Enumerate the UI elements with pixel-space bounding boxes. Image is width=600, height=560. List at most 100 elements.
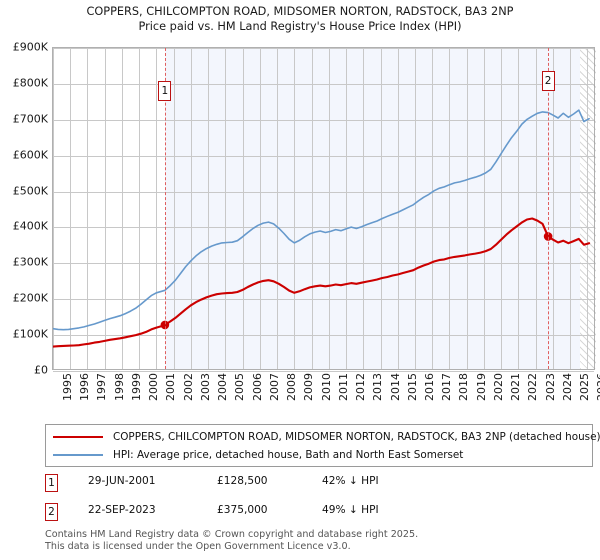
y-axis-tick-label: £900K xyxy=(12,40,48,54)
x-axis-tick-label: 2009 xyxy=(302,373,316,401)
transaction-row[interactable]: 1 29-JUN-2001 £128,500 42% ↓ HPI xyxy=(45,474,593,495)
x-axis-tick-label: 1996 xyxy=(78,373,92,401)
footer-line-1: Contains HM Land Registry data © Crown c… xyxy=(45,529,419,540)
x-axis-tick-label: 2002 xyxy=(181,373,195,401)
gridline-vertical xyxy=(174,48,175,369)
y-axis-tick-label: £700K xyxy=(12,112,48,126)
x-axis-tick-label: 2014 xyxy=(388,373,402,401)
gridline-horizontal xyxy=(53,120,594,121)
x-axis-tick-label: 2021 xyxy=(509,373,523,401)
x-axis-tick-label: 1995 xyxy=(61,373,74,401)
y-axis-tick-label: £200K xyxy=(12,291,48,305)
x-axis-tick-label: 2022 xyxy=(526,373,540,401)
gridline-vertical xyxy=(70,48,71,369)
gridline-horizontal xyxy=(53,335,594,336)
transaction-date: 22-SEP-2023 xyxy=(88,504,156,516)
y-axis-tick-label: £500K xyxy=(12,184,48,198)
gridline-vertical xyxy=(587,48,588,369)
x-axis-tick-label: 2006 xyxy=(250,373,264,401)
legend-swatch-hpi xyxy=(53,454,103,456)
gridline-horizontal xyxy=(53,299,594,300)
annotation-vertical-line xyxy=(164,48,166,369)
x-axis-tick-label: 2026 xyxy=(595,373,600,401)
transaction-hpi-delta: 49% ↓ HPI xyxy=(322,504,379,516)
x-axis-tick-label: 2000 xyxy=(147,373,161,401)
gridline-vertical xyxy=(225,48,226,369)
chart-legend: COPPERS, CHILCOMPTON ROAD, MIDSOMER NORT… xyxy=(45,424,600,467)
gridline-vertical xyxy=(329,48,330,369)
legend-item-1: HPI: Average price, detached house, Bath… xyxy=(53,446,463,464)
transaction-hpi-delta: 42% ↓ HPI xyxy=(322,475,379,487)
x-axis-tick-label: 1999 xyxy=(129,373,143,401)
series-lines xyxy=(53,109,591,348)
gridline-vertical xyxy=(467,48,468,369)
gridline-vertical xyxy=(294,48,295,369)
x-axis-tick-label: 2018 xyxy=(457,373,471,401)
gridline-vertical xyxy=(553,48,554,369)
x-axis-tick-label: 2020 xyxy=(491,373,505,401)
gridline-horizontal xyxy=(53,227,594,228)
series-line xyxy=(53,217,591,348)
annotation-vertical-line xyxy=(548,48,550,369)
x-axis-tick-label: 2025 xyxy=(578,373,592,401)
gridline-vertical xyxy=(208,48,209,369)
x-axis-labels: 1995 1996 1997 1998 1999 2000 2001 2002 2003 2004… xyxy=(52,373,600,415)
gridline-horizontal xyxy=(53,263,594,264)
x-axis-tick-label: 2011 xyxy=(336,373,350,401)
legend-label-price-paid: COPPERS, CHILCOMPTON ROAD, MIDSOMER NORT… xyxy=(113,431,600,443)
legend-swatch-price-paid xyxy=(53,436,103,438)
gridline-vertical xyxy=(518,48,519,369)
gridline-vertical xyxy=(312,48,313,369)
x-axis-tick-label: 2013 xyxy=(371,373,385,401)
transaction-price: £128,500 xyxy=(217,475,268,487)
transaction-row[interactable]: 2 22-SEP-2023 £375,000 49% ↓ HPI xyxy=(45,503,593,524)
gridline-vertical xyxy=(260,48,261,369)
gridline-vertical xyxy=(53,48,54,369)
gridline-vertical xyxy=(139,48,140,369)
gridline-vertical xyxy=(87,48,88,369)
gridline-vertical xyxy=(122,48,123,369)
transaction-price: £375,000 xyxy=(217,504,268,516)
y-axis-tick-label: £100K xyxy=(12,327,48,341)
x-axis-tick-label: 2005 xyxy=(233,373,247,401)
gridline-vertical xyxy=(346,48,347,369)
x-axis-tick-label: 2004 xyxy=(216,373,230,401)
y-axis-tick-label: £800K xyxy=(12,76,48,90)
annotation-index-badge[interactable]: 2 xyxy=(541,71,555,91)
y-axis-tick-label: £400K xyxy=(12,219,48,233)
x-axis-tick-label: 1997 xyxy=(95,373,109,401)
x-axis-tick-label: 2024 xyxy=(560,373,574,401)
gridline-vertical xyxy=(191,48,192,369)
gridline-horizontal xyxy=(53,84,594,85)
legend-label-hpi: HPI: Average price, detached house, Bath… xyxy=(113,449,464,461)
gridline-vertical xyxy=(277,48,278,369)
hatched-future-region xyxy=(580,48,596,369)
x-axis-tick-label: 2015 xyxy=(405,373,419,401)
transaction-index-badge: 2 xyxy=(45,503,58,521)
gridline-vertical xyxy=(570,48,571,369)
transaction-date: 29-JUN-2001 xyxy=(88,475,156,487)
gridline-vertical xyxy=(398,48,399,369)
gridline-horizontal xyxy=(53,371,594,372)
series-line xyxy=(53,109,590,331)
gridline-vertical xyxy=(381,48,382,369)
x-axis-tick-label: 2010 xyxy=(319,373,333,401)
y-axis-tick-label: £600K xyxy=(12,148,48,162)
gridline-vertical xyxy=(156,48,157,369)
x-axis-tick-label: 1998 xyxy=(112,373,126,401)
gridline-horizontal xyxy=(53,48,594,49)
annotation-index-badge[interactable]: 1 xyxy=(158,81,172,101)
gridline-vertical xyxy=(415,48,416,369)
gridline-vertical xyxy=(105,48,106,369)
x-axis-tick-label: 2019 xyxy=(474,373,488,401)
x-axis-tick-label: 2001 xyxy=(164,373,178,401)
page-title: COPPERS, CHILCOMPTON ROAD, MIDSOMER NORT… xyxy=(0,4,600,34)
x-axis-tick-label: 2003 xyxy=(198,373,212,401)
gridline-vertical xyxy=(363,48,364,369)
y-axis-tick-label: £300K xyxy=(12,255,48,269)
x-axis-tick-label: 2017 xyxy=(440,373,454,401)
shaded-background-region xyxy=(165,48,581,369)
y-axis-labels: £0 £100K £200K £300K £400K £500K £600K £700K £80… xyxy=(0,41,48,377)
gridline-vertical xyxy=(484,48,485,369)
